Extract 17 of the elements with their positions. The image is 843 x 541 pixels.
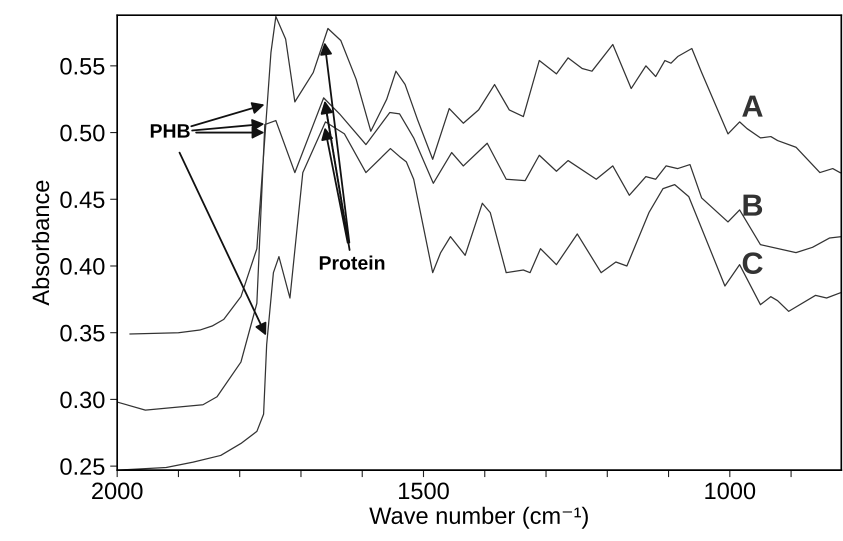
series-label: A (742, 96, 763, 117)
y-tick-label: 0.30 (60, 391, 104, 408)
series-label: B (743, 194, 762, 216)
annotation: Protein (320, 255, 384, 270)
y-axis-title: Absorbance (32, 180, 50, 306)
x-axis-title: Wave number (cm⁻¹) (369, 506, 588, 529)
y-tick-label: 0.25 (60, 458, 104, 475)
y-tick-label: 0.50 (60, 124, 104, 142)
y-tick-label: 0.45 (60, 191, 104, 208)
y-tick-label: 0.35 (60, 324, 104, 342)
series-label: C (742, 252, 763, 274)
x-tick-label: 1000 (705, 482, 756, 500)
x-tick-label: 1500 (399, 482, 449, 500)
y-tick-label: 0.55 (60, 58, 104, 75)
y-tick-label: 0.40 (60, 258, 104, 275)
annotation: PHB (150, 124, 190, 138)
x-tick-label: 2000 (92, 482, 143, 500)
